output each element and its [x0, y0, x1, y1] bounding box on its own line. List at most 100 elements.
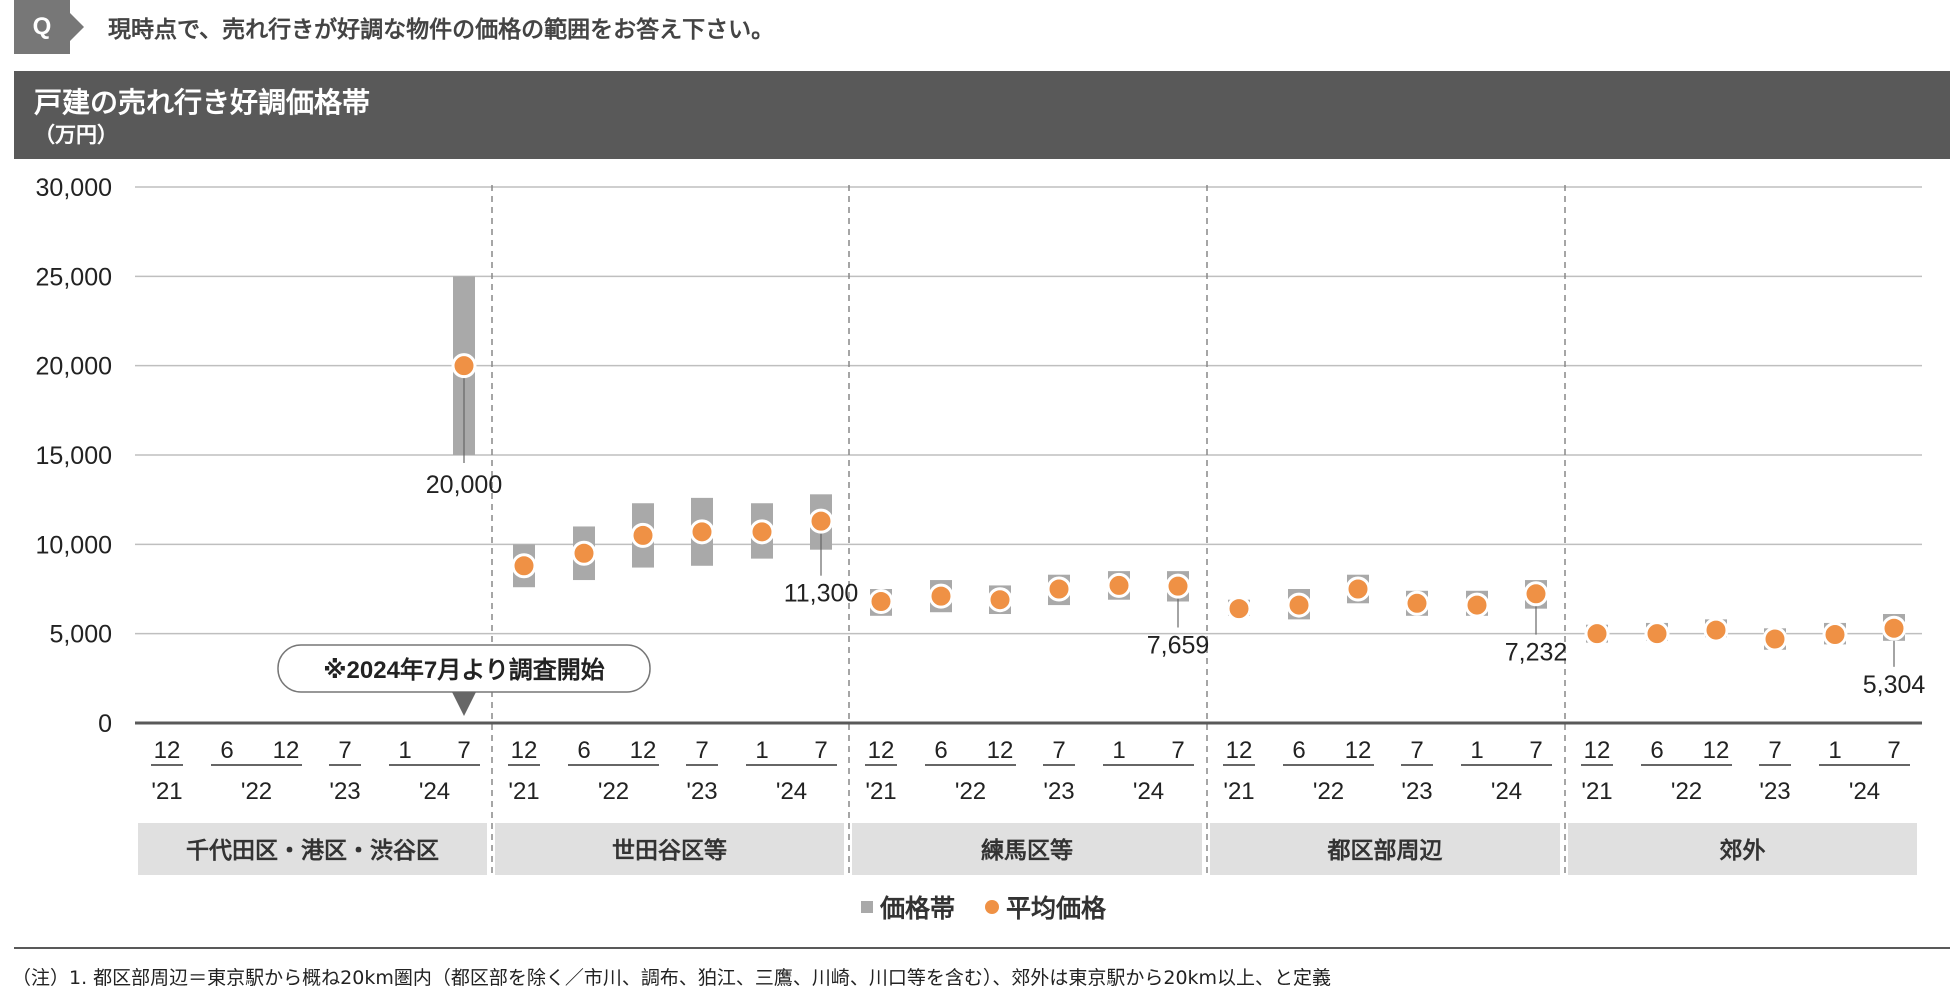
footnote: （注）1. 都区部周辺＝東京駅から概ね20km圏内（都区部を除く／市川、調布、狛…: [12, 967, 1332, 989]
x-month-label: 7: [695, 737, 708, 764]
x-year-label: '23: [329, 778, 360, 805]
average-point: [571, 540, 597, 566]
x-year-label: '23: [686, 778, 717, 805]
x-month-label: 7: [1410, 737, 1423, 764]
x-month-label: 6: [1650, 737, 1663, 764]
average-point: [1762, 626, 1788, 652]
average-point: [1464, 592, 1490, 618]
x-month-label: 6: [1292, 737, 1305, 764]
x-month-label: 12: [1345, 737, 1372, 764]
x-year-label: '24: [1491, 778, 1522, 805]
average-point: [630, 522, 656, 548]
x-month-label: 12: [154, 737, 181, 764]
question-badge: Q: [14, 0, 84, 54]
x-month-label: 7: [814, 737, 827, 764]
question-text: 現時点で、売れ行きが好調な物件の価格の範囲をお答え下さい。: [108, 17, 775, 43]
data-label: 7,232: [1505, 639, 1568, 667]
category-box: [1568, 823, 1917, 875]
x-year-label: '24: [419, 778, 450, 805]
x-month-label: 1: [1112, 737, 1125, 764]
average-point: [1822, 622, 1848, 648]
category-label: 郊外: [1720, 837, 1766, 863]
x-year-label: '21: [865, 778, 896, 805]
legend-average-label: 平均価格: [1006, 894, 1107, 923]
x-month-label: 12: [630, 737, 657, 764]
legend-average-swatch: [985, 900, 999, 914]
average-point: [1644, 621, 1670, 647]
average-point: [1106, 572, 1132, 598]
x-month-label: 7: [338, 737, 351, 764]
category-box: [852, 823, 1202, 875]
x-year-label: '22: [1313, 778, 1344, 805]
x-month-label: 12: [1226, 737, 1253, 764]
data-label: 20,000: [426, 471, 502, 499]
x-month-label: 1: [755, 737, 768, 764]
x-month-label: 7: [1171, 737, 1184, 764]
data-label: 5,304: [1863, 671, 1926, 699]
x-year-label: '23: [1401, 778, 1432, 805]
x-month-label: 7: [1052, 737, 1065, 764]
legend-range-label: 価格帯: [879, 894, 955, 923]
data-label: 7,659: [1147, 632, 1210, 660]
average-point: [868, 589, 894, 615]
x-year-label: '22: [1671, 778, 1702, 805]
data-label: 11,300: [784, 580, 859, 608]
category-box: [1210, 823, 1560, 875]
average-point: [1881, 615, 1907, 641]
y-tick-label: 25,000: [36, 263, 112, 291]
average-point: [928, 583, 954, 609]
x-month-label: 7: [1529, 737, 1542, 764]
x-year-label: '21: [1223, 778, 1254, 805]
x-month-label: 1: [398, 737, 411, 764]
average-point: [1404, 590, 1430, 616]
average-point: [749, 519, 775, 545]
x-year-label: '24: [1849, 778, 1880, 805]
x-month-label: 12: [273, 737, 300, 764]
x-month-label: 12: [987, 737, 1014, 764]
y-tick-label: 0: [98, 710, 112, 738]
x-year-label: '23: [1043, 778, 1074, 805]
y-tick-label: 10,000: [36, 531, 112, 559]
average-point: [451, 353, 477, 379]
x-year-label: '24: [1133, 778, 1164, 805]
x-month-label: 1: [1828, 737, 1841, 764]
average-point: [987, 587, 1013, 613]
x-year-label: '21: [1581, 778, 1612, 805]
x-month-label: 7: [457, 737, 470, 764]
x-month-label: 12: [1703, 737, 1730, 764]
average-point: [511, 553, 537, 579]
average-point: [1345, 576, 1371, 602]
legend-range-swatch: [861, 901, 873, 913]
average-point: [1046, 576, 1072, 602]
average-point: [1523, 581, 1549, 607]
y-tick-label: 30,000: [36, 174, 112, 202]
category-box: [138, 823, 487, 875]
category-label: 千代田区・港区・渋谷区: [186, 837, 439, 863]
average-point: [808, 508, 834, 534]
x-year-label: '22: [955, 778, 986, 805]
average-point: [689, 519, 715, 545]
x-month-label: 7: [1768, 737, 1781, 764]
category-label: 都区部周辺: [1327, 837, 1443, 863]
chart-title: 戸建の売れ行き好調価格帯: [34, 86, 371, 119]
x-year-label: '21: [151, 778, 182, 805]
x-month-label: 6: [934, 737, 947, 764]
chart-header: 戸建の売れ行き好調価格帯 （万円）: [14, 71, 1950, 159]
x-month-label: 12: [511, 737, 538, 764]
note-callout-pointer: [452, 692, 476, 716]
note-callout-text: ※2024年7月より調査開始: [323, 656, 605, 684]
average-point: [1286, 592, 1312, 618]
average-point: [1703, 617, 1729, 643]
x-month-label: 6: [577, 737, 590, 764]
category-label: 練馬区等: [981, 837, 1073, 863]
y-tick-label: 15,000: [36, 442, 112, 470]
x-year-label: '24: [776, 778, 807, 805]
x-month-label: 12: [868, 737, 895, 764]
category-label: 世田谷区等: [612, 837, 727, 863]
price-range-chart: 0 5,000 10,000 15,000 20,000 25,000 30,000 12 6 1…: [14, 174, 1950, 949]
x-year-label: '22: [598, 778, 629, 805]
y-tick-label: 20,000: [36, 353, 112, 381]
x-month-label: 7: [1887, 737, 1900, 764]
x-month-label: 1: [1470, 737, 1483, 764]
